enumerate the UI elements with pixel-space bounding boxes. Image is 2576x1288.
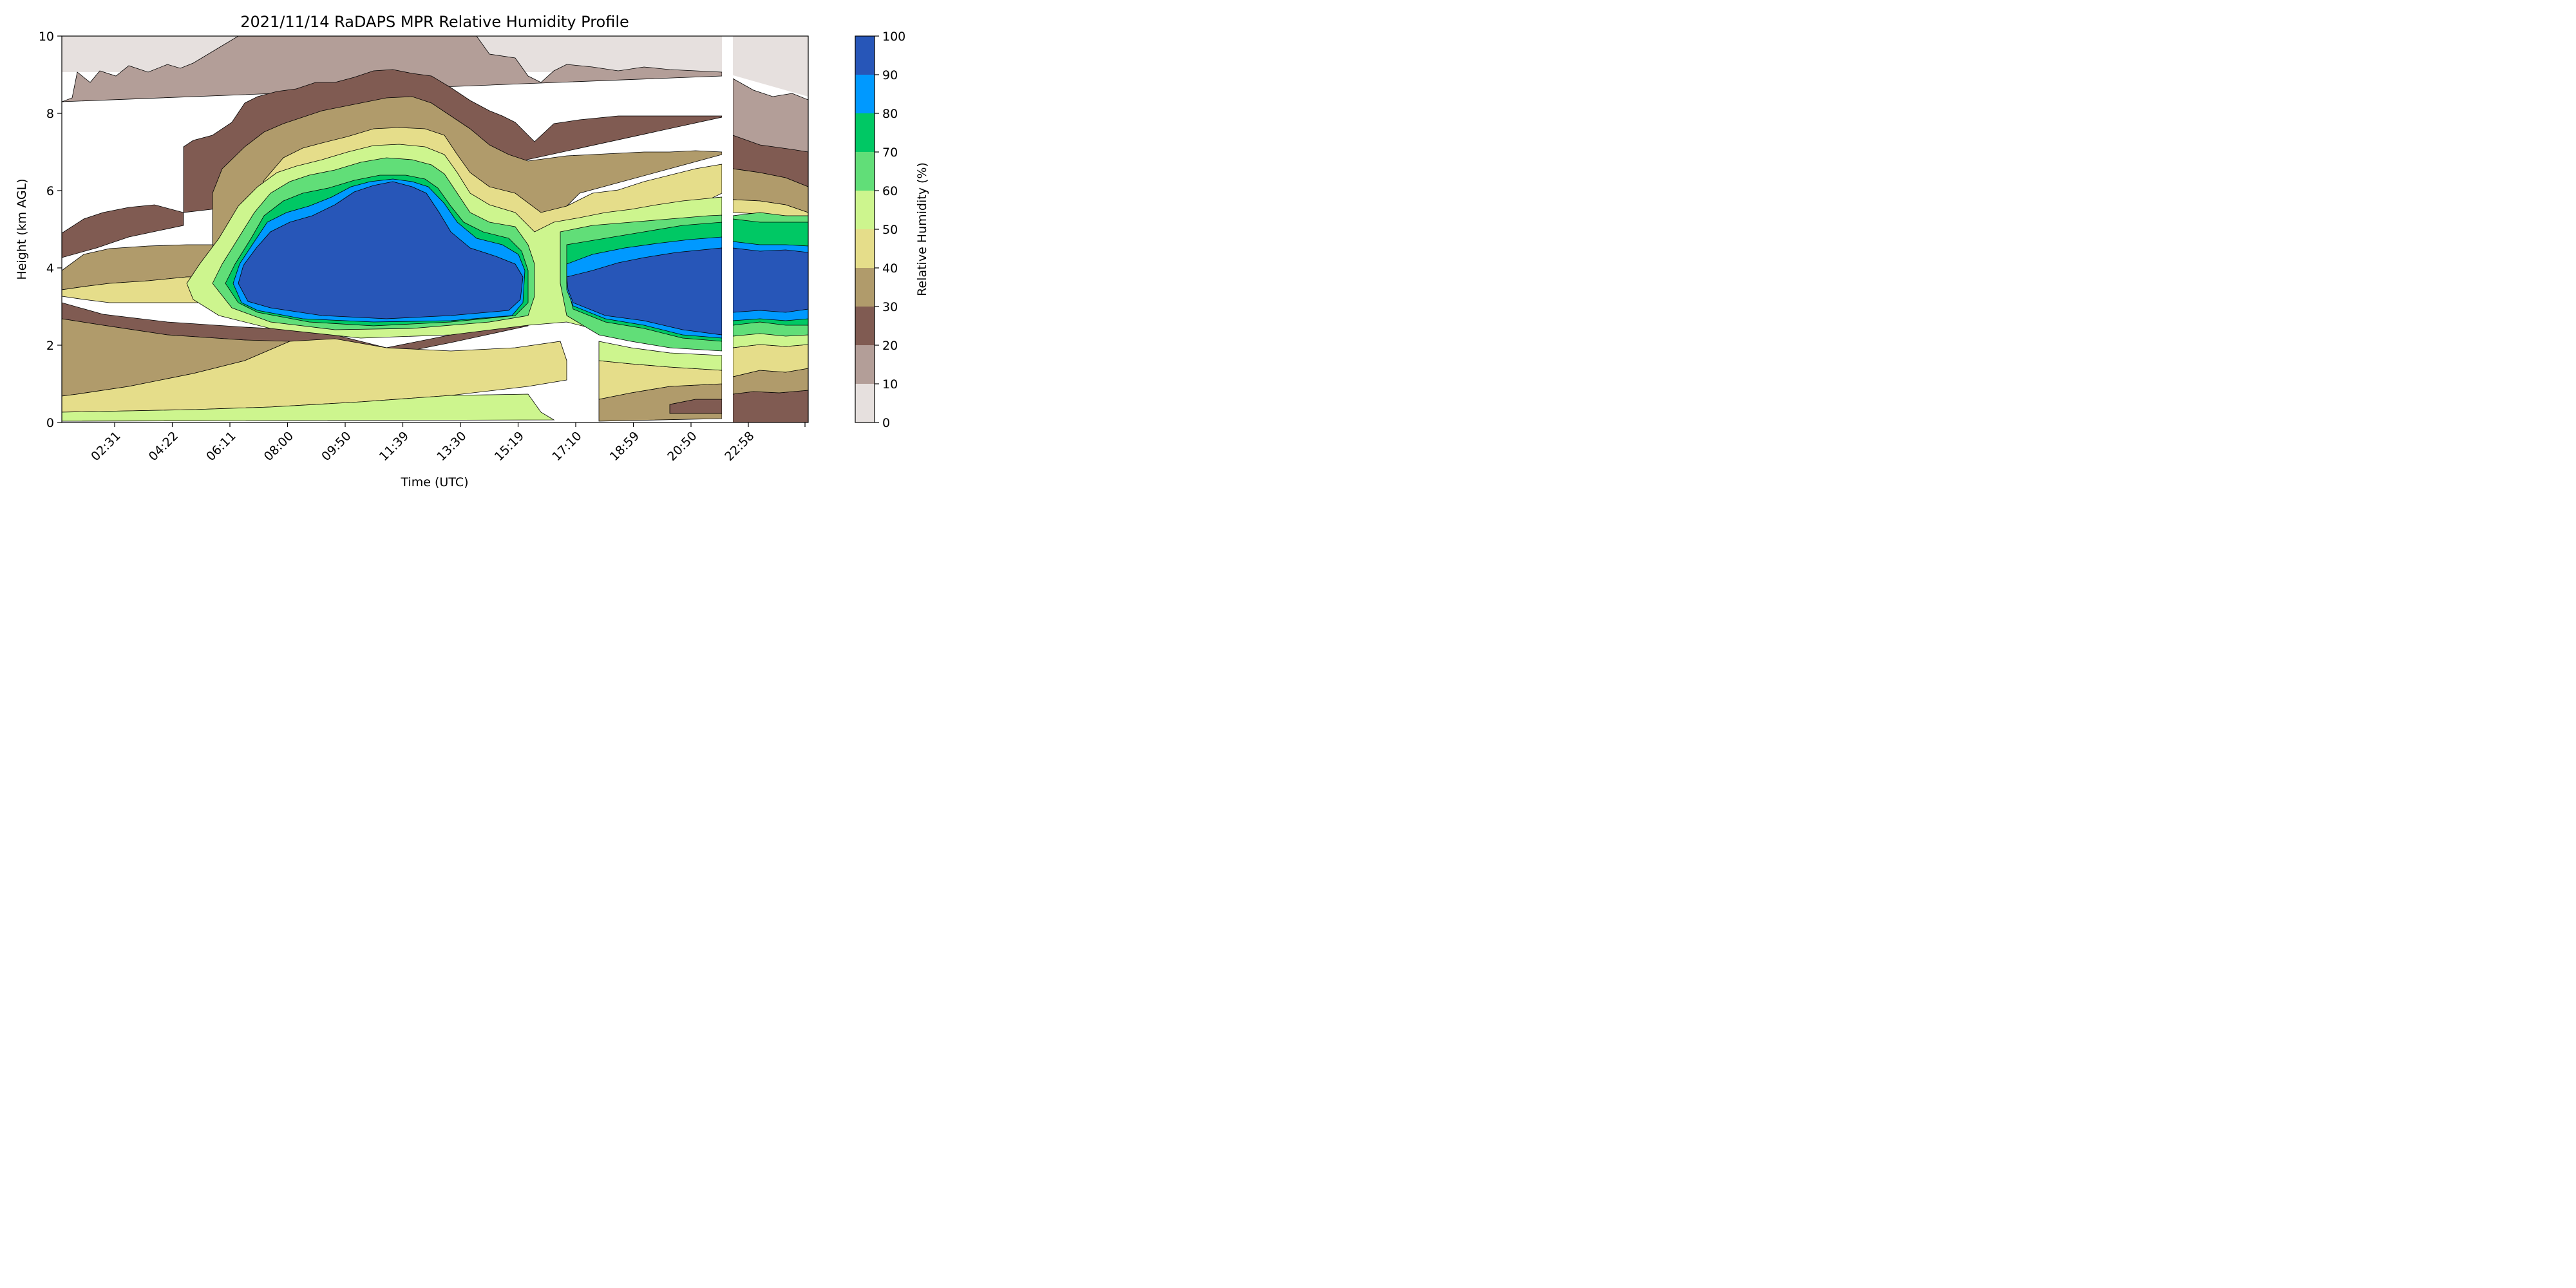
colorbar-tick-label: 90 <box>882 68 898 82</box>
colorbar-segment <box>855 75 875 113</box>
y-tick-label: 2 <box>46 339 54 353</box>
colorbar-segment <box>855 152 875 191</box>
colorbar-tick-label: 20 <box>882 339 898 353</box>
colorbar-tick-label: 10 <box>882 377 898 392</box>
colorbar-segment <box>855 229 875 268</box>
y-tick-label: 0 <box>46 416 54 430</box>
colorbar-segment <box>855 307 875 345</box>
x-tick-label: 04:22 <box>146 429 181 464</box>
x-tick-label: 18:59 <box>607 429 642 464</box>
colorbar-tick-label: 30 <box>882 300 898 314</box>
x-tick-label: 13:30 <box>434 429 469 464</box>
colorbar-tick-label: 0 <box>882 416 890 430</box>
colorbar-ticks: 0 10 20 30 40 50 60 70 80 90 100 <box>875 30 905 430</box>
x-tick-label: 20:50 <box>665 429 699 464</box>
y-axis-ticks: 0 2 4 6 8 10 <box>39 30 62 430</box>
x-tick-label: 11:39 <box>377 429 412 464</box>
y-tick-label: 6 <box>46 184 54 198</box>
x-tick-label: 08:00 <box>261 429 296 464</box>
y-tick-label: 4 <box>46 261 54 276</box>
relative-humidity-chart: 2021/11/14 RaDAPS MPR Relative Humidity … <box>0 0 996 498</box>
colorbar-tick-label: 40 <box>882 261 898 276</box>
data-gap <box>722 36 733 422</box>
x-axis-label: Time (UTC) <box>400 475 468 489</box>
x-tick-label: 02:31 <box>88 429 123 464</box>
colorbar <box>855 36 875 422</box>
contour-band-90-100-farright <box>733 248 808 312</box>
colorbar-tick-label: 60 <box>882 184 898 198</box>
colorbar-segment <box>855 268 875 307</box>
colorbar-label: Relative Humidity (%) <box>915 162 929 296</box>
colorbar-segment <box>855 191 875 229</box>
y-tick-label: 10 <box>39 30 54 44</box>
contour-band-20-30-surface <box>733 390 808 422</box>
colorbar-segment <box>855 384 875 422</box>
y-axis-label: Height (km AGL) <box>15 178 29 279</box>
colorbar-segment <box>855 345 875 384</box>
y-tick-label: 8 <box>46 107 54 121</box>
x-tick-label: 17:10 <box>549 429 584 464</box>
plot-area <box>62 36 808 422</box>
x-tick-label: 22:58 <box>722 429 757 464</box>
colorbar-tick-label: 80 <box>882 107 898 121</box>
colorbar-tick-label: 70 <box>882 146 898 160</box>
x-tick-label: 09:50 <box>319 429 354 464</box>
colorbar-tick-label: 100 <box>882 30 905 44</box>
colorbar-segment <box>855 36 875 75</box>
x-tick-label: 15:19 <box>492 429 527 464</box>
x-axis-ticks: 02:31 04:22 06:11 08:00 09:50 11:39 13:30 15:19… <box>88 422 805 464</box>
chart-title: 2021/11/14 RaDAPS MPR Relative Humidity … <box>240 13 629 31</box>
colorbar-segment <box>855 113 875 152</box>
colorbar-tick-label: 50 <box>882 223 898 237</box>
x-tick-label: 06:11 <box>204 429 238 464</box>
